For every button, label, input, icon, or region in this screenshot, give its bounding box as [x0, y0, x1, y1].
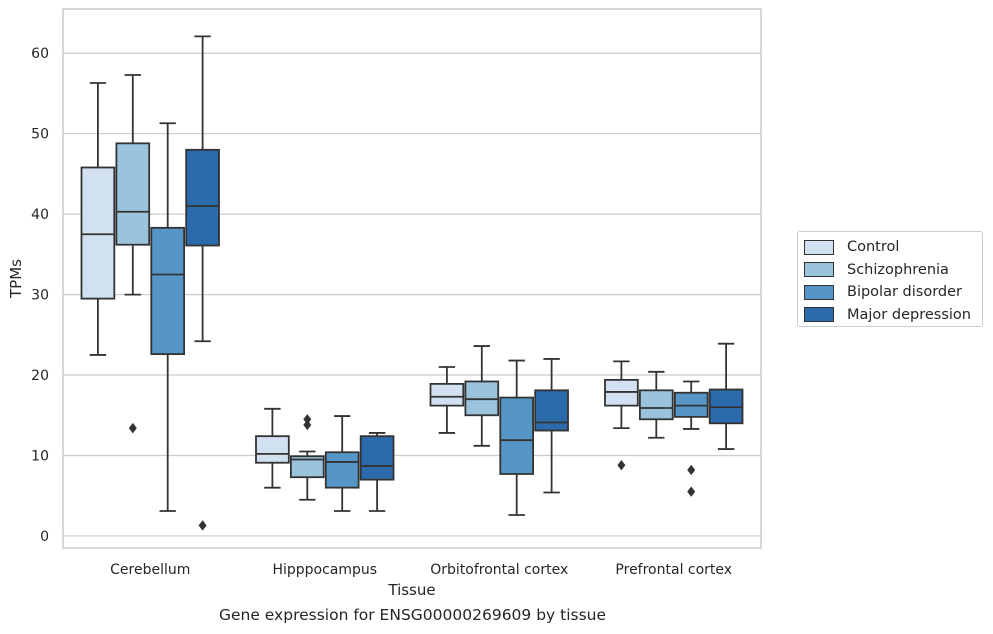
y-tick-label: 0 [40, 529, 49, 545]
box-2-2 [499, 359, 535, 516]
box-2-0 [429, 366, 465, 434]
box-3-1 [638, 370, 674, 439]
chart-caption: Gene expression for ENSG00000269609 by t… [218, 606, 607, 624]
box-0-2 [150, 122, 186, 512]
box-iqr [534, 389, 569, 432]
box-iqr [80, 166, 116, 300]
box-3-3 [708, 342, 744, 450]
legend-swatch [804, 284, 834, 300]
x-axis-title: Tissue [387, 581, 435, 599]
x-tick-label: Cerebellum [110, 562, 190, 578]
y-axis-title: TPMs [7, 259, 25, 299]
box-0-0 [80, 82, 116, 356]
box-iqr [359, 435, 395, 481]
outlier-point [303, 414, 312, 425]
y-tick-label: 30 [31, 288, 49, 304]
box-0-1 [115, 74, 151, 434]
box-0-3 [185, 35, 220, 531]
legend-label: Bipolar disorder [847, 284, 962, 301]
box-2-3 [534, 358, 569, 494]
y-tick-label: 50 [31, 127, 49, 143]
y-tick-labels: 0 10 20 30 40 50 60 [31, 46, 49, 545]
legend-swatch [804, 307, 834, 323]
legend-item: Major depression [804, 304, 976, 327]
box-iqr [638, 389, 674, 421]
x-tick-label: Prefrontal cortex [615, 562, 732, 578]
box-iqr [289, 455, 325, 479]
plot-frame [62, 8, 762, 549]
legend-item: Schizophrenia [804, 259, 976, 282]
box-iqr [429, 382, 465, 407]
x-tick-label: Hipppocampus [272, 562, 377, 578]
y-tick-label: 60 [31, 46, 49, 62]
legend-swatch [804, 262, 834, 278]
box-iqr [150, 226, 186, 356]
boxes [80, 35, 744, 531]
box-2-1 [464, 345, 500, 447]
box-iqr [115, 142, 151, 246]
box-3-0 [604, 360, 639, 471]
legend: Control Schizophrenia Bipolar disorder Majo… [797, 231, 983, 327]
box-iqr [499, 396, 535, 475]
box-iqr [185, 148, 220, 247]
box-1-3 [359, 432, 395, 512]
legend-item: Bipolar disorder [804, 281, 976, 304]
box-1-0 [255, 407, 290, 489]
legend-label: Control [847, 239, 900, 256]
box-1-1 [289, 414, 325, 501]
box-iqr [324, 451, 360, 489]
outlier-point [303, 419, 312, 431]
x-tick-label: Orbitofrontal cortex [430, 562, 568, 578]
box-1-2 [324, 415, 360, 512]
outlier-point [617, 459, 626, 471]
legend-swatch [804, 239, 834, 255]
legend-item: Control [804, 236, 976, 259]
legend-label: Major depression [847, 306, 971, 323]
y-tick-label: 20 [31, 368, 49, 384]
outlier-point [687, 464, 696, 476]
box-3-2 [673, 380, 709, 497]
outlier-point [687, 486, 696, 497]
legend-label: Schizophrenia [847, 261, 949, 278]
box-iqr [255, 435, 290, 464]
outlier-point [198, 520, 207, 531]
y-tick-label: 10 [31, 448, 49, 464]
outlier-point [128, 422, 137, 434]
y-tick-label: 40 [31, 207, 49, 223]
x-tick-labels: Cerebellum Hipppocampus Orbitofrontal cort… [110, 562, 732, 578]
